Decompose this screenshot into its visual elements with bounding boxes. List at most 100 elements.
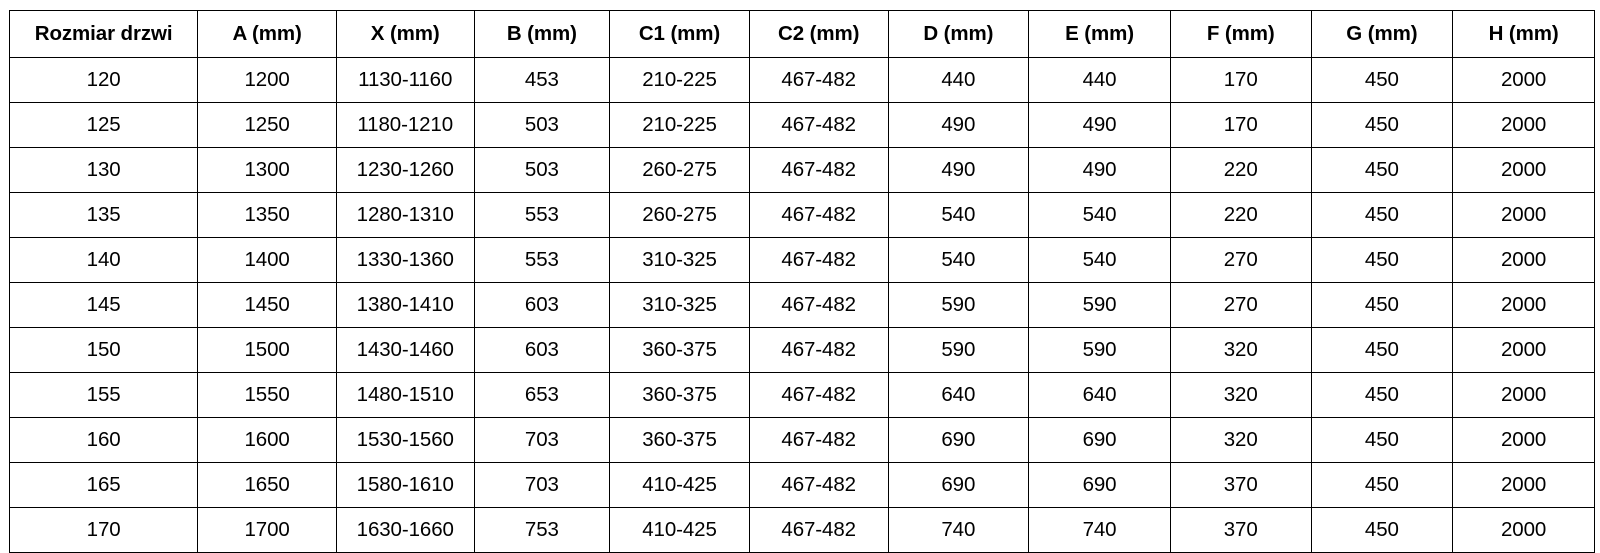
column-header-b[interactable]: B (mm) <box>473 10 611 58</box>
column-header-c2[interactable]: C2 (mm) <box>748 10 889 58</box>
table-row: 120 1200 1130-1160 453 210-225 467-482 440 440 1… <box>8 57 1595 103</box>
cell-e: 540 <box>1028 237 1171 283</box>
cell-x: 1180-1210 <box>335 102 475 148</box>
cell-f: 370 <box>1169 507 1312 553</box>
cell-e: 540 <box>1028 192 1171 238</box>
cell-size: 160 <box>8 417 199 463</box>
cell-c1: 360-375 <box>609 327 750 373</box>
cell-c1: 310-325 <box>609 282 750 328</box>
table-row: 160 1600 1530-1560 703 360-375 467-482 690 690 3… <box>8 417 1595 463</box>
cell-b: 453 <box>473 57 611 103</box>
cell-c2: 467-482 <box>748 507 889 553</box>
cell-f: 270 <box>1169 237 1312 283</box>
column-header-size[interactable]: Rozmiar drzwi <box>8 10 199 58</box>
cell-a: 1650 <box>197 462 337 508</box>
cell-e: 740 <box>1028 507 1171 553</box>
cell-h: 2000 <box>1452 57 1595 103</box>
cell-e: 590 <box>1028 327 1171 373</box>
cell-d: 490 <box>887 102 1030 148</box>
cell-d: 490 <box>887 147 1030 193</box>
cell-c2: 467-482 <box>748 102 889 148</box>
cell-x: 1430-1460 <box>335 327 475 373</box>
cell-a: 1600 <box>197 417 337 463</box>
cell-g: 450 <box>1310 372 1454 418</box>
cell-x: 1380-1410 <box>335 282 475 328</box>
table-row: 155 1550 1480-1510 653 360-375 467-482 640 640 3… <box>8 372 1595 418</box>
cell-h: 2000 <box>1452 327 1595 373</box>
cell-c2: 467-482 <box>748 282 889 328</box>
cell-c1: 410-425 <box>609 507 750 553</box>
column-header-a[interactable]: A (mm) <box>197 10 337 58</box>
cell-h: 2000 <box>1452 282 1595 328</box>
cell-d: 590 <box>887 282 1030 328</box>
table-row: 150 1500 1430-1460 603 360-375 467-482 590 590 3… <box>8 327 1595 373</box>
cell-c1: 260-275 <box>609 192 750 238</box>
table-row: 145 1450 1380-1410 603 310-325 467-482 590 590 2… <box>8 282 1595 328</box>
cell-size: 155 <box>8 372 199 418</box>
cell-x: 1130-1160 <box>335 57 475 103</box>
cell-size: 125 <box>8 102 199 148</box>
cell-g: 450 <box>1310 282 1454 328</box>
column-header-f[interactable]: F (mm) <box>1169 10 1312 58</box>
cell-f: 320 <box>1169 327 1312 373</box>
cell-size: 145 <box>8 282 199 328</box>
table-row: 125 1250 1180-1210 503 210-225 467-482 490 490 1… <box>8 102 1595 148</box>
cell-x: 1530-1560 <box>335 417 475 463</box>
cell-a: 1300 <box>197 147 337 193</box>
cell-h: 2000 <box>1452 192 1595 238</box>
cell-a: 1700 <box>197 507 337 553</box>
table-row: 140 1400 1330-1360 553 310-325 467-482 540 540 2… <box>8 237 1595 283</box>
cell-c2: 467-482 <box>748 372 889 418</box>
cell-d: 740 <box>887 507 1030 553</box>
cell-h: 2000 <box>1452 372 1595 418</box>
cell-f: 320 <box>1169 372 1312 418</box>
cell-e: 690 <box>1028 417 1171 463</box>
column-header-g[interactable]: G (mm) <box>1310 10 1454 58</box>
cell-d: 540 <box>887 192 1030 238</box>
spreadsheet-surface: Rozmiar drzwi A (mm) X (mm) B (mm) C1 (mm) C2… <box>8 10 1595 553</box>
column-header-h[interactable]: H (mm) <box>1452 10 1595 58</box>
cell-size: 135 <box>8 192 199 238</box>
cell-g: 450 <box>1310 417 1454 463</box>
cell-size: 120 <box>8 57 199 103</box>
table-body: 120 1200 1130-1160 453 210-225 467-482 440 440 1… <box>8 57 1595 553</box>
cell-d: 690 <box>887 417 1030 463</box>
cell-b: 653 <box>473 372 611 418</box>
cell-size: 150 <box>8 327 199 373</box>
cell-c2: 467-482 <box>748 192 889 238</box>
column-header-c1[interactable]: C1 (mm) <box>609 10 750 58</box>
cell-h: 2000 <box>1452 102 1595 148</box>
cell-x: 1480-1510 <box>335 372 475 418</box>
cell-h: 2000 <box>1452 417 1595 463</box>
cell-f: 270 <box>1169 282 1312 328</box>
cell-c1: 360-375 <box>609 372 750 418</box>
cell-c2: 467-482 <box>748 417 889 463</box>
cell-c2: 467-482 <box>748 327 889 373</box>
cell-h: 2000 <box>1452 147 1595 193</box>
cell-f: 320 <box>1169 417 1312 463</box>
cell-a: 1450 <box>197 282 337 328</box>
cell-f: 170 <box>1169 57 1312 103</box>
cell-c1: 260-275 <box>609 147 750 193</box>
table-row: 165 1650 1580-1610 703 410-425 467-482 690 690 3… <box>8 462 1595 508</box>
cell-x: 1630-1660 <box>335 507 475 553</box>
cell-size: 170 <box>8 507 199 553</box>
cell-g: 450 <box>1310 102 1454 148</box>
column-header-x[interactable]: X (mm) <box>335 10 475 58</box>
cell-b: 603 <box>473 282 611 328</box>
column-header-e[interactable]: E (mm) <box>1028 10 1171 58</box>
cell-a: 1350 <box>197 192 337 238</box>
header-row: Rozmiar drzwi A (mm) X (mm) B (mm) C1 (mm) C2… <box>8 10 1595 58</box>
cell-c1: 210-225 <box>609 57 750 103</box>
cell-x: 1280-1310 <box>335 192 475 238</box>
cell-e: 490 <box>1028 147 1171 193</box>
cell-e: 690 <box>1028 462 1171 508</box>
cell-d: 440 <box>887 57 1030 103</box>
cell-g: 450 <box>1310 507 1454 553</box>
cell-x: 1580-1610 <box>335 462 475 508</box>
column-header-d[interactable]: D (mm) <box>887 10 1030 58</box>
table-row: 130 1300 1230-1260 503 260-275 467-482 490 490 2… <box>8 147 1595 193</box>
cell-a: 1250 <box>197 102 337 148</box>
cell-b: 703 <box>473 462 611 508</box>
cell-x: 1330-1360 <box>335 237 475 283</box>
